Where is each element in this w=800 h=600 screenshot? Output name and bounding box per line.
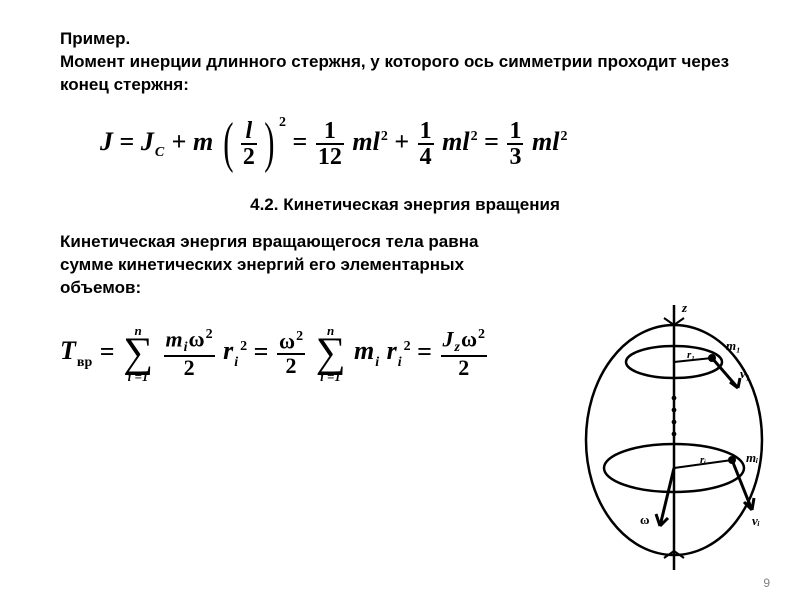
sym-m: m: [193, 127, 213, 156]
sym-T: Tвр: [60, 336, 93, 365]
sigma-2: n ∑ i =1: [316, 324, 346, 384]
label-omega: ω: [640, 512, 650, 527]
sigma-1: n ∑ i =1: [123, 324, 153, 384]
sym-J: J: [100, 127, 113, 156]
sym-plus: +: [172, 127, 187, 156]
heading-line2: Момент инерции длинного стержня, у котор…: [60, 52, 729, 94]
label-v1: v₁: [740, 366, 750, 381]
paren-group: ( l 2 ): [220, 119, 278, 169]
sym-ml2-c: ml2: [532, 127, 567, 156]
sym-plus2: +: [394, 127, 409, 156]
sym-miri2: mi ri2: [354, 336, 411, 365]
frac-Jzw2-2: Jzω2 2: [441, 328, 488, 380]
sym-eq-b3: =: [417, 336, 432, 365]
sym-eq2: =: [293, 127, 308, 156]
label-r1: r₁: [687, 349, 695, 361]
sigma-icon-2: ∑: [316, 337, 346, 371]
frac-1-4: 1 4: [418, 119, 434, 169]
frac-w2-2: ω2 2: [277, 330, 305, 376]
label-vi: vᵢ: [752, 513, 760, 528]
sigma-icon: ∑: [123, 337, 153, 371]
page-number: 9: [763, 576, 770, 590]
paren-left-icon: (: [223, 120, 233, 168]
label-ri: rᵢ: [700, 454, 706, 466]
label-m1: m₁: [726, 338, 741, 353]
rotation-diagram: z m₁ r₁ v₁ rᵢ mᵢ vᵢ ω: [574, 300, 774, 570]
sym-ml2-a: ml2: [352, 127, 387, 156]
sym-ri2-a: ri2: [223, 336, 247, 365]
paren-right-icon: ): [265, 120, 275, 168]
sym-ml2-b: ml2: [442, 127, 477, 156]
label-mi: mᵢ: [746, 450, 758, 465]
frac-l-over-2: l 2: [241, 119, 257, 169]
example-heading: Пример. Момент инерции длинного стержня,…: [60, 28, 750, 97]
section-title: 4.2. Кинетическая энергия вращения: [60, 195, 750, 215]
frac-1-3: 1 3: [507, 119, 523, 169]
frac-1-12: 1 12: [316, 119, 344, 169]
label-z: z: [681, 300, 688, 315]
sym-Jc: JС: [141, 127, 165, 156]
moment-of-inertia-equation: J = JС + m ( l 2 ) 2 = 1 12 ml2 + 1 4 ml…: [100, 115, 750, 169]
sym-eq: =: [120, 127, 135, 156]
sym-eq-b2: =: [254, 336, 269, 365]
sup-2a: 2: [279, 115, 286, 130]
frac-miw2-2: miω2 2: [164, 328, 215, 380]
kinetic-energy-paragraph: Кинетическая энергия вращающегося тела р…: [60, 231, 510, 300]
sym-eq-b1: =: [100, 336, 115, 365]
heading-line1: Пример.: [60, 29, 130, 48]
sym-eq3: =: [484, 127, 499, 156]
